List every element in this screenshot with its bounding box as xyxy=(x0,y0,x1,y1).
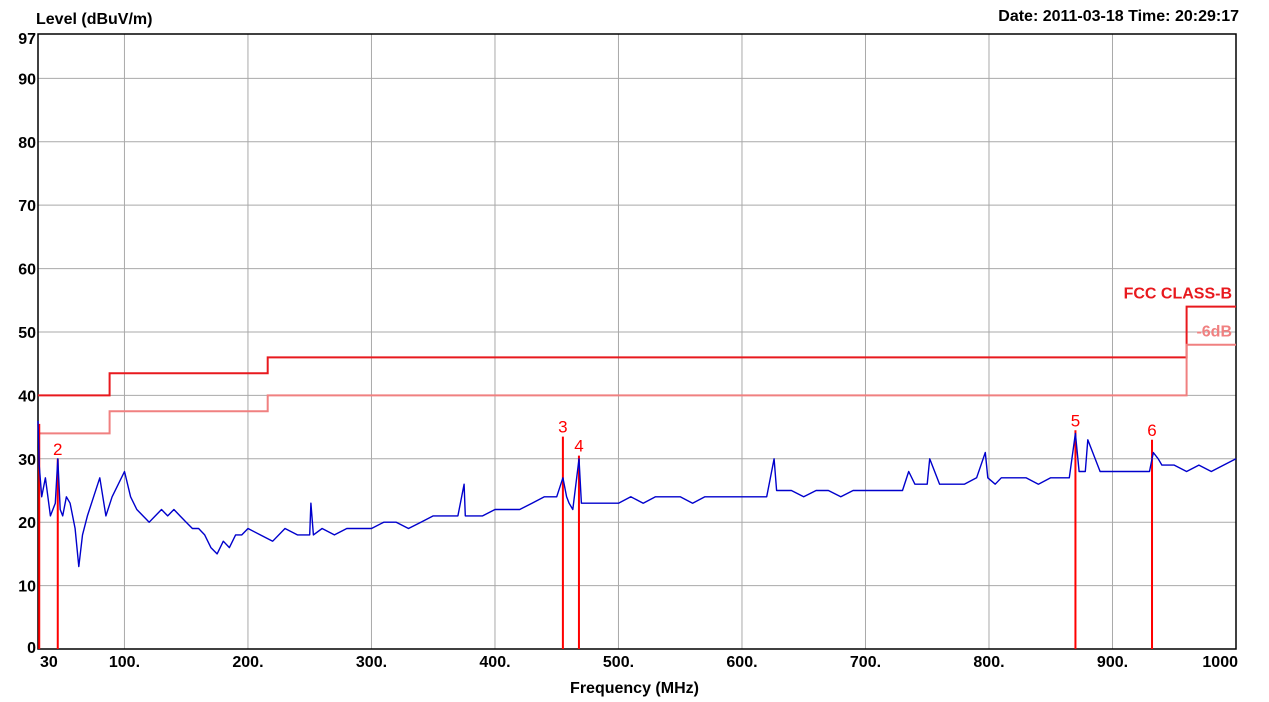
margin-line xyxy=(38,343,1236,435)
x-tick-label: 400. xyxy=(479,654,510,671)
x-tick-label: 300. xyxy=(356,654,387,671)
limit-label: FCC CLASS-B xyxy=(1124,286,1232,303)
plot-frame xyxy=(37,33,1237,650)
marker-label: 6 xyxy=(1147,421,1156,440)
x-tick-label: 800. xyxy=(973,654,1004,671)
x-tick-label: 600. xyxy=(726,654,757,671)
measurement-trace xyxy=(37,420,1237,568)
y-tick-label: 70 xyxy=(18,198,36,215)
x-tick-label: 500. xyxy=(603,654,634,671)
y-tick-label: 80 xyxy=(18,135,36,152)
x-axis-label: Frequency (MHz) xyxy=(570,680,699,697)
y-tick-label: 60 xyxy=(18,262,36,279)
x-tick-label: 700. xyxy=(850,654,881,671)
x-tick-label: 100. xyxy=(109,654,140,671)
y-tick-label: 10 xyxy=(18,579,36,596)
marker-label: 4 xyxy=(574,437,583,456)
x-tick-label: 200. xyxy=(232,654,263,671)
limit-line xyxy=(38,305,1236,397)
y-tick-label: 20 xyxy=(18,515,36,532)
marker-label: 2 xyxy=(53,440,62,459)
x-tick-label: 900. xyxy=(1097,654,1128,671)
y-tick-label: 97 xyxy=(18,31,36,48)
x-tick-label: 1000 xyxy=(1202,654,1238,671)
y-tick-label: 90 xyxy=(18,71,36,88)
y-tick-label: 50 xyxy=(18,325,36,342)
date-time-stamp: Date: 2011-03-18 Time: 20:29:17 xyxy=(998,8,1239,25)
y-tick-label: 30 xyxy=(18,452,36,469)
y-axis-label: Level (dBuV/m) xyxy=(36,11,153,28)
marker-label: 3 xyxy=(558,418,567,437)
marker-label: 5 xyxy=(1071,411,1080,430)
x-tick-label: 30 xyxy=(40,654,58,671)
y-tick-label: 0 xyxy=(27,640,36,657)
y-tick-label: 40 xyxy=(18,388,36,405)
margin-label: -6dB xyxy=(1196,324,1232,341)
